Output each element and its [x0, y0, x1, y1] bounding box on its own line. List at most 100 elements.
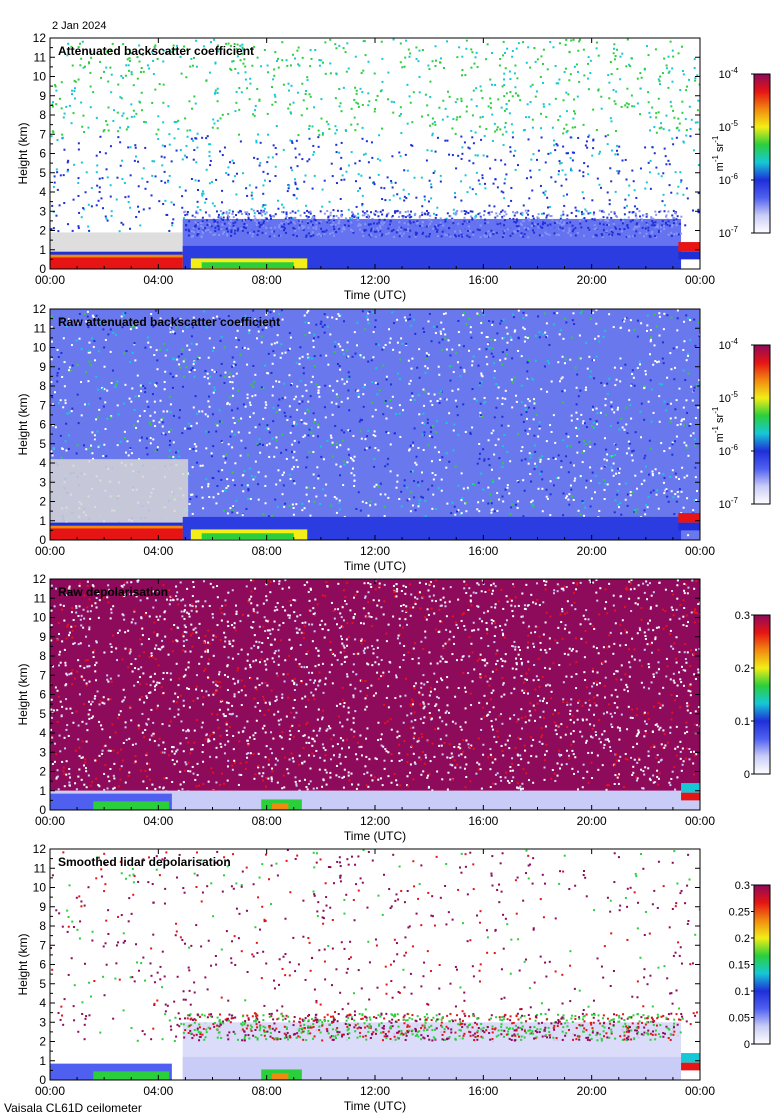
x-tick-label: 00:00 — [685, 544, 715, 558]
boundary-layer — [182, 245, 682, 269]
x-axis-label: Time (UTC) — [344, 559, 406, 573]
panel-title: Smoothed lidar depolarisation — [58, 855, 231, 869]
x-axis-label: Time (UTC) — [344, 1099, 406, 1113]
colorbar-tick-label: 0 — [744, 1039, 750, 1051]
y-tick-label: 2 — [39, 224, 46, 238]
y-tick-label: 4 — [39, 185, 46, 199]
y-tick-label: 6 — [39, 147, 46, 161]
y-tick-label: 5 — [39, 437, 46, 451]
low-cloud-edge — [50, 251, 183, 255]
colorbar — [753, 344, 771, 505]
colorbar-tick-label: 0.3 — [735, 880, 750, 892]
y-tick-label: 9 — [39, 630, 46, 644]
colorbar-tick-label: 10-6 — [719, 443, 739, 458]
panel-title: Raw attenuated backscatter coefficient — [58, 315, 280, 329]
y-axis-label: Height (km) — [16, 933, 30, 995]
x-tick-label: 16:00 — [468, 273, 498, 287]
y-tick-label: 5 — [39, 166, 46, 180]
x-tick-label: 08:00 — [252, 814, 282, 828]
panel-4: Smoothed lidar depolarisation01234567891… — [16, 842, 771, 1113]
x-tick-label: 00:00 — [685, 814, 715, 828]
mid-cloud-core — [272, 1073, 289, 1080]
y-tick-label: 9 — [39, 89, 46, 103]
y-tick-label: 12 — [33, 302, 47, 316]
late-cloud-base — [678, 522, 700, 531]
y-tick-label: 3 — [39, 475, 46, 489]
colorbar-tick-label: 10-6 — [719, 172, 739, 187]
x-tick-label: 20:00 — [577, 273, 607, 287]
x-tick-label: 08:00 — [252, 273, 282, 287]
panel-1: Attenuated backscatter coefficient012345… — [16, 31, 771, 302]
colorbar-tick-label: 0.05 — [729, 1013, 750, 1025]
low-cloud-depol-core — [93, 1071, 170, 1080]
late-cloud — [678, 513, 700, 523]
depol-noise-field — [50, 579, 700, 791]
y-tick-label: 10 — [33, 881, 47, 895]
boundary-layer — [182, 1056, 682, 1080]
y-tick-label: 1 — [39, 784, 46, 798]
y-tick-label: 10 — [33, 341, 47, 355]
y-tick-label: 8 — [39, 649, 46, 663]
late-cloud-base — [681, 792, 700, 801]
x-tick-label: 12:00 — [360, 273, 390, 287]
x-tick-label: 00:00 — [35, 273, 65, 287]
y-tick-label: 6 — [39, 688, 46, 702]
y-tick-label: 9 — [39, 900, 46, 914]
low-cloud-top — [50, 523, 183, 529]
colorbar-tick-label: 0.3 — [735, 610, 750, 622]
y-tick-label: 4 — [39, 996, 46, 1010]
x-axis-label: Time (UTC) — [344, 288, 406, 302]
plot-area — [50, 579, 700, 810]
colorbar-tick-label: 10-7 — [719, 225, 739, 240]
y-tick-label: 4 — [39, 726, 46, 740]
x-tick-label: 16:00 — [468, 814, 498, 828]
late-cloud-base — [681, 1062, 700, 1071]
plot-area — [50, 309, 700, 540]
x-tick-label: 20:00 — [577, 814, 607, 828]
mid-cloud-core — [272, 803, 289, 810]
late-cloud — [681, 1053, 700, 1063]
x-axis-label: Time (UTC) — [344, 829, 406, 843]
mid-cloud-core — [201, 262, 294, 269]
grey-noise-block — [50, 459, 189, 523]
y-tick-label: 10 — [33, 611, 47, 625]
panel-3: Raw depolarisation0123456789101112Height… — [16, 572, 771, 843]
y-tick-label: 3 — [39, 204, 46, 218]
y-axis-label: Height (km) — [16, 663, 30, 725]
y-tick-label: 10 — [33, 70, 47, 84]
y-tick-label: 2 — [39, 765, 46, 779]
y-tick-label: 8 — [39, 919, 46, 933]
y-tick-label: 1 — [39, 1054, 46, 1068]
y-tick-label: 0 — [39, 803, 46, 817]
colorbar-tick-label: 0.15 — [729, 960, 750, 972]
y-tick-label: 12 — [33, 842, 47, 856]
x-tick-label: 04:00 — [143, 1084, 173, 1098]
y-axis-label: Height (km) — [16, 122, 30, 184]
colorbar-tick-label: 10-5 — [719, 119, 739, 134]
colorbar-tick-label: 0.2 — [735, 663, 750, 675]
y-tick-label: 11 — [34, 861, 47, 875]
x-tick-label: 04:00 — [143, 273, 173, 287]
colorbar-tick-label: 10-5 — [719, 390, 739, 405]
y-tick-label: 7 — [39, 398, 46, 412]
y-tick-label: 11 — [34, 591, 47, 605]
x-tick-label: 16:00 — [468, 544, 498, 558]
low-cloud-top — [50, 252, 183, 258]
x-tick-label: 04:00 — [143, 814, 173, 828]
y-tick-label: 6 — [39, 958, 46, 972]
y-axis-label: Height (km) — [16, 393, 30, 455]
colorbar-tick-label: 10-7 — [719, 496, 739, 511]
y-tick-label: 8 — [39, 379, 46, 393]
colorbar-tick-label: 0.2 — [735, 933, 750, 945]
late-cloud — [681, 783, 700, 793]
y-tick-label: 2 — [39, 1035, 46, 1049]
x-tick-label: 00:00 — [35, 814, 65, 828]
y-tick-label: 7 — [39, 668, 46, 682]
panel-title: Raw depolarisation — [58, 585, 168, 599]
y-tick-label: 0 — [39, 262, 46, 276]
mid-cloud-core — [201, 533, 294, 540]
instrument-label: Vaisala CL61D ceilometer — [4, 1101, 142, 1115]
y-tick-label: 3 — [39, 1015, 46, 1029]
late-cloud — [678, 242, 700, 252]
